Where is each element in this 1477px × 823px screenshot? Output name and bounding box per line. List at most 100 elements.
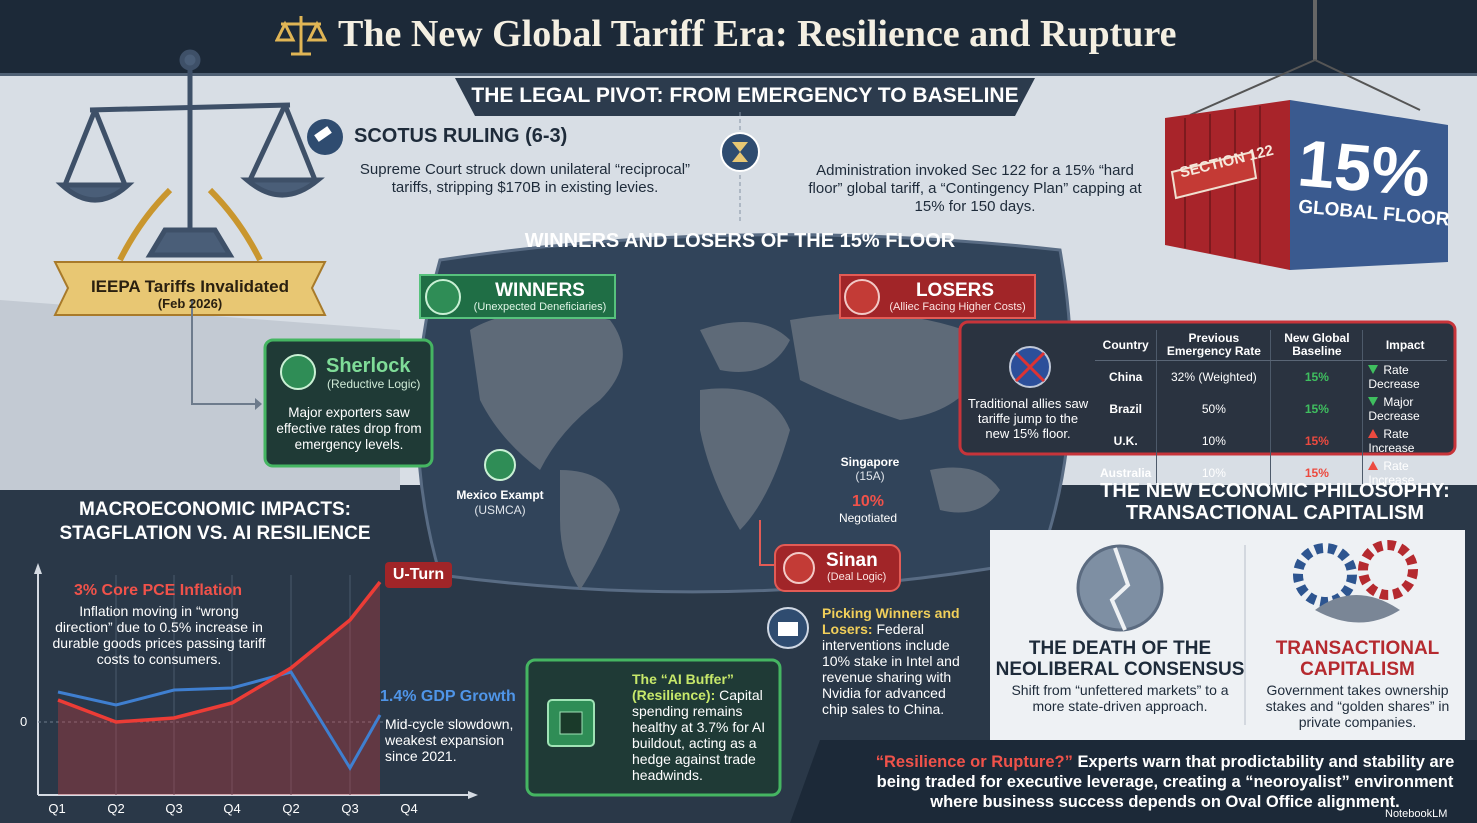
losers-title: LOSERS: [915, 280, 995, 301]
impact-arrow: [1368, 429, 1379, 438]
impact-label: Major Decrease: [1368, 395, 1420, 423]
impact-label: Rate Increase: [1368, 427, 1415, 455]
table-cell: U.K.: [1113, 434, 1138, 448]
ieepa-date: (Feb 2026): [157, 296, 223, 311]
quarter-label: Q3: [341, 801, 359, 816]
quarter-label: Q1: [48, 801, 66, 816]
inflation-title: 3% Core PCE Inflation: [73, 582, 243, 599]
ai-box: [525, 658, 782, 797]
singapore-title: Singapore: [840, 455, 900, 469]
winners-title: WINNERS: [495, 280, 585, 301]
table-cell: Rate Increase: [1362, 457, 1447, 489]
table-cell: Major Decrease: [1362, 393, 1447, 425]
macro-chart: [34, 563, 478, 799]
world-map: [470, 312, 1000, 590]
cross: [1014, 351, 1046, 383]
inflation-text: Inflation moving in “wrong direction” du…: [52, 603, 266, 667]
philosophy-title: THE NEW ECONOMIC PHILOSOPHY: TRANSACTION…: [1100, 480, 1450, 524]
philosophy-panel: [990, 530, 1465, 740]
quarter-label: Q3: [165, 801, 183, 816]
globe-icon: [1076, 544, 1164, 632]
hourglass-icon: [720, 132, 760, 172]
table-cell: 15%: [1270, 393, 1363, 425]
table-cell: Brazil: [1109, 402, 1143, 416]
table-row: Australia 10% 15% Rate Increase: [1095, 457, 1447, 489]
sherlock-subtitle: (Reductive Logic): [327, 377, 421, 391]
rate-table: Country Previous Emergency Rate New Global…: [1095, 330, 1447, 489]
chess-icon: [783, 552, 815, 584]
table-cell: 15%: [1270, 457, 1363, 489]
negotiated-rate: 10%: [851, 493, 885, 510]
footer-highlight: “Resilience or Rupture?”: [875, 753, 1073, 771]
gdp-text: Mid-cycle slowdown, weakest expansion si…: [385, 716, 514, 764]
impact-label: Rate Increase: [1368, 459, 1415, 487]
pivot-tab: [455, 78, 1035, 116]
transactional-title: TRANSACTIONAL CAPITALISM: [1275, 638, 1440, 680]
losers-subtitle: (Alliec Facing Higher Costs): [889, 301, 1026, 313]
quarter-label: Q2: [107, 801, 125, 816]
impact-label: Rate Decrease: [1368, 363, 1420, 391]
neoliberal-title: THE DEATH OF THE NEOLIBERAL CONSENSUS: [995, 638, 1245, 680]
table-header: Impact: [1362, 330, 1447, 361]
header-rule: [0, 73, 1477, 76]
broken-chain: [117, 187, 263, 262]
gavel-head: [314, 126, 332, 142]
ai-buffer-text-block: The “AI Buffer” (Resilience): Capital sp…: [632, 671, 772, 783]
globe-crack: [1109, 547, 1131, 631]
sherlock-text: Major exporters saw effective rates drop…: [276, 405, 422, 452]
table-cell: Australia: [1100, 466, 1152, 480]
page-title: The New Global Tariff Era: Resilience an…: [338, 13, 1177, 55]
zero-label: 0: [20, 714, 28, 729]
losers-badge: [839, 274, 1036, 319]
ai-buffer-text: Capital spending remains healthy at 3.7%…: [632, 687, 766, 783]
chip-core: [559, 711, 583, 735]
singapore-subtitle: (15A): [855, 469, 885, 483]
arrowhead: [255, 398, 262, 410]
table-header: Previous Emergency Rate: [1156, 330, 1271, 361]
magnifier-icon: [280, 354, 316, 390]
gdp-title: 1.4% GDP Growth: [380, 688, 516, 705]
u-turn: U-Turn: [392, 566, 445, 583]
bank-body: [778, 622, 798, 636]
mexico-subtitle: (USMCA): [474, 503, 526, 517]
table-row: China 32% (Weighted) 15% Rate Decrease: [1095, 360, 1447, 393]
allies-text: Traditional allies saw tariffe jump to t…: [967, 396, 1089, 441]
chain-icon: [844, 279, 880, 315]
quarter-label: Q4: [400, 801, 418, 816]
picking-text: Federal interventions include 10% stake …: [822, 621, 960, 717]
transactional-text: Government takes ownership stakes and “g…: [1265, 682, 1450, 730]
table-header-row: Country Previous Emergency Rate New Global…: [1095, 330, 1447, 361]
table-row: U.K. 10% 15% Rate Increase: [1095, 425, 1447, 457]
table-cell: Rate Decrease: [1362, 360, 1447, 393]
pivot-title: THE LEGAL PIVOT: FROM EMERGENCY TO BASEL…: [471, 84, 1019, 107]
table-header: New Global Baseline: [1270, 330, 1363, 361]
gear-blue: [1293, 543, 1357, 607]
scale-logo: [274, 10, 328, 60]
brand: NotebookLM: [1385, 808, 1448, 820]
winners-losers-title: WINNERS AND LOSERS OF THE 15% FLOOR: [524, 230, 956, 252]
scale-logo-svg: [274, 16, 328, 56]
mexico-title: Mexico Exampt: [456, 488, 544, 502]
neoliberal-text: Shift from “unfettered markets” to a mor…: [1011, 682, 1229, 714]
scale-illustration: [55, 49, 325, 258]
picking-text-block: Picking Winners and Losers: Federal inte…: [822, 605, 972, 717]
impact-arrow: [1368, 397, 1379, 406]
impact-arrow: [1368, 461, 1379, 470]
footer-text: Experts warn that prodictability and sta…: [876, 753, 1455, 811]
mexico-icon: [484, 449, 516, 481]
ieepa-title: IEEPA Tariffs Invalidated: [90, 277, 290, 296]
hourglass: [732, 142, 748, 162]
administration-text: Administration invoked Sec 122 for a 15%…: [808, 162, 1142, 215]
shield-icon: [425, 279, 461, 315]
table-cell: 32% (Weighted): [1156, 360, 1271, 393]
impact-arrow: [1368, 365, 1379, 374]
table-cell: 15%: [1270, 360, 1363, 393]
sinan-title: Sinan: [826, 550, 878, 571]
ruling-text: Supreme Court struck down unilateral “re…: [359, 161, 691, 196]
quarter-label: Q4: [223, 801, 241, 816]
ieepa-banner: [53, 261, 327, 316]
quarter-label: Q2: [282, 801, 300, 816]
table-cell: China: [1109, 370, 1143, 384]
sinan-connector: [759, 520, 775, 566]
